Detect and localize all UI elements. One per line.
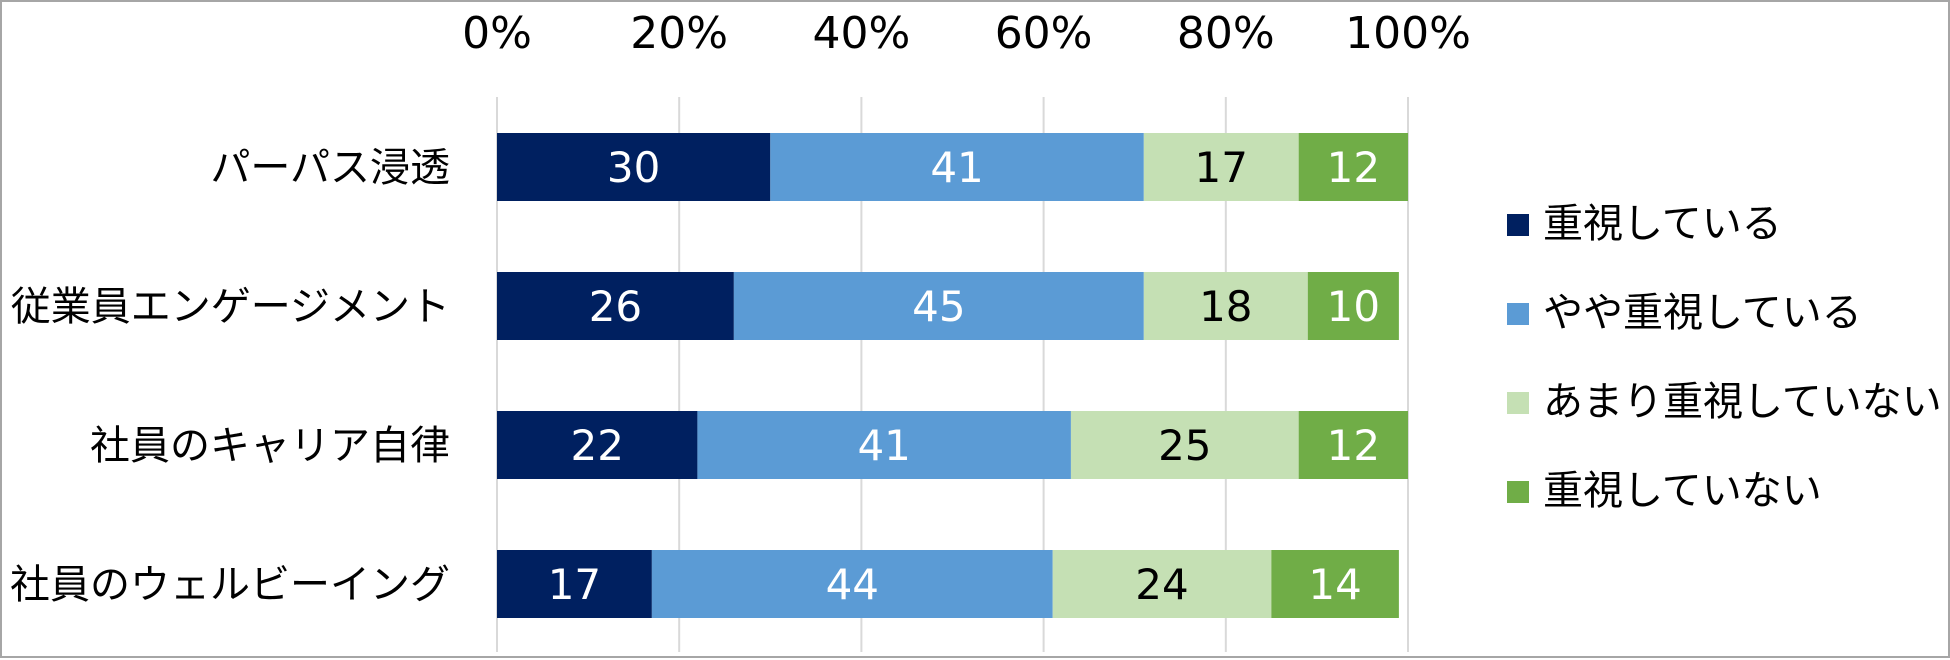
x-axis-ticks: 0% 20% 40% 60% 80% 100% — [462, 8, 1471, 59]
data-label: 45 — [912, 282, 965, 331]
bar-segment — [697, 411, 1071, 479]
bars: 30 41 17 12 26 45 18 10 22 41 25 12 17 44 24 14 — [497, 133, 1408, 618]
bar-segment — [1298, 411, 1408, 479]
bar-segment — [1052, 550, 1272, 618]
data-label: 12 — [1327, 143, 1380, 192]
data-label: 41 — [857, 421, 910, 470]
category-label: 社員のウェルビーイング — [10, 562, 450, 608]
bar-segment — [1298, 133, 1408, 201]
bar-segment — [1143, 272, 1308, 340]
x-tick-label: 60% — [995, 8, 1093, 59]
bar-segment — [497, 133, 771, 201]
data-label: 30 — [607, 143, 660, 192]
x-tick-label: 80% — [1177, 8, 1275, 59]
data-label: 14 — [1308, 560, 1361, 609]
bar-segment — [1143, 133, 1299, 201]
legend-label: あまり重視していない — [1543, 379, 1942, 425]
x-tick-label: 0% — [462, 8, 532, 59]
x-tick-label: 100% — [1345, 8, 1471, 59]
data-label: 18 — [1199, 282, 1252, 331]
category-label: パーパス浸透 — [210, 145, 450, 191]
bar-segment — [1070, 411, 1299, 479]
bar-segment — [1271, 550, 1399, 618]
legend-swatch — [1507, 481, 1529, 503]
legend-label: 重視している — [1543, 201, 1782, 247]
legend-label: 重視していない — [1543, 468, 1822, 514]
data-label: 44 — [826, 560, 879, 609]
category-label: 従業員エンゲージメント — [11, 284, 450, 330]
bar-segment — [651, 550, 1053, 618]
bar-segment — [770, 133, 1144, 201]
data-label: 17 — [1195, 143, 1248, 192]
x-tick-label: 20% — [630, 8, 728, 59]
legend-label: やや重視している — [1543, 290, 1862, 336]
category-label: 社員のキャリア自律 — [90, 423, 450, 469]
bar-segment — [497, 411, 698, 479]
legend-swatch — [1507, 392, 1529, 414]
legend-swatch — [1507, 303, 1529, 325]
data-label: 25 — [1158, 421, 1211, 470]
legend-swatch — [1507, 214, 1529, 236]
data-label: 12 — [1327, 421, 1380, 470]
data-label: 10 — [1327, 282, 1380, 331]
data-label: 24 — [1135, 560, 1188, 609]
data-label: 41 — [930, 143, 983, 192]
data-label: 22 — [570, 421, 623, 470]
bar-segment — [733, 272, 1144, 340]
x-tick-label: 40% — [813, 8, 911, 59]
data-label: 26 — [589, 282, 642, 331]
bar-segment — [497, 550, 652, 618]
bar-segment — [497, 272, 734, 340]
data-label: 17 — [548, 560, 601, 609]
bar-segment — [1307, 272, 1399, 340]
